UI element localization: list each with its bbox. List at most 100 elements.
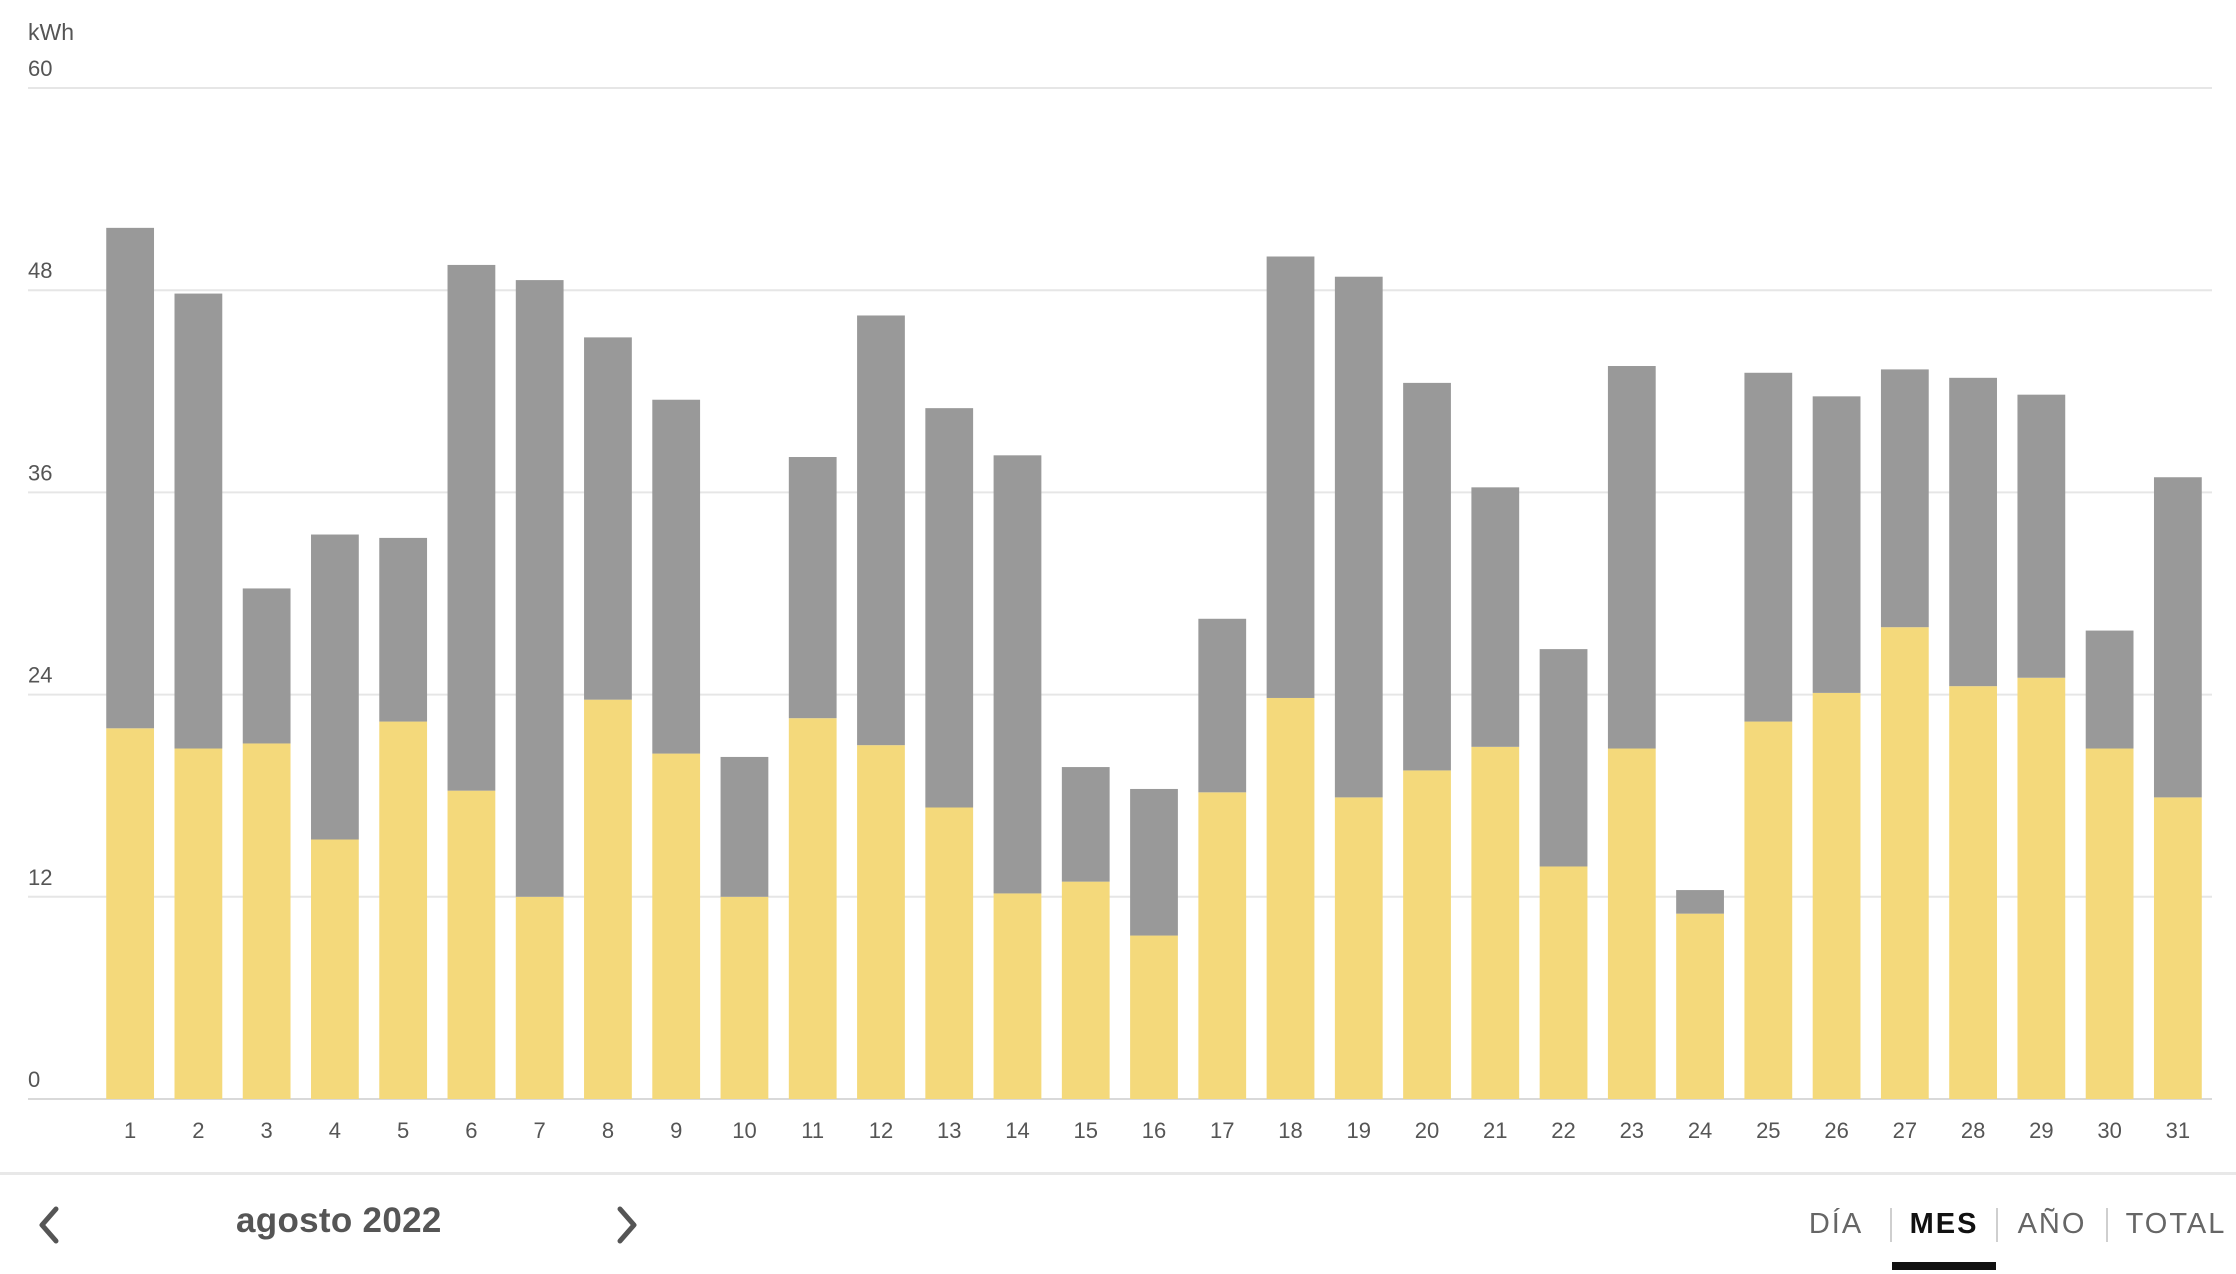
tab-divider: [2106, 1207, 2108, 1242]
tab-month[interactable]: MES: [1892, 1175, 1996, 1274]
tab-divider: [1890, 1207, 1892, 1242]
y-tick-label: 48: [28, 258, 52, 283]
x-tick-label: 24: [1688, 1118, 1712, 1143]
bar-segment-gray[interactable]: [720, 756, 769, 897]
bar-segment-yellow[interactable]: [174, 748, 223, 1099]
bar-segment-yellow[interactable]: [1607, 748, 1656, 1099]
bar-segment-gray[interactable]: [1812, 396, 1861, 693]
x-tick-label: 12: [869, 1118, 893, 1143]
bar-segment-gray[interactable]: [993, 455, 1042, 894]
bar-segment-gray[interactable]: [242, 588, 291, 744]
y-unit-label: kWh: [28, 19, 74, 45]
bar-segment-gray[interactable]: [106, 227, 155, 729]
x-tick-label: 21: [1483, 1118, 1507, 1143]
bar-segment-gray[interactable]: [1266, 256, 1315, 698]
bar-segment-gray[interactable]: [584, 337, 632, 700]
x-tick-label: 9: [670, 1118, 682, 1143]
bar-segment-gray[interactable]: [174, 293, 223, 749]
bar-segment-gray[interactable]: [2085, 630, 2134, 749]
x-tick-label: 29: [2029, 1118, 2053, 1143]
bar-segment-yellow[interactable]: [1334, 797, 1383, 1099]
previous-period-button[interactable]: [22, 1197, 78, 1253]
bar-segment-gray[interactable]: [379, 537, 428, 722]
bar-segment-yellow[interactable]: [720, 896, 769, 1099]
bar-segment-yellow[interactable]: [1539, 866, 1588, 1099]
x-tick-label: 26: [1824, 1118, 1848, 1143]
bar-segment-gray[interactable]: [2017, 394, 2066, 678]
bar-segment-yellow[interactable]: [1403, 770, 1451, 1099]
bar-segment-yellow[interactable]: [447, 790, 496, 1099]
bar-segment-yellow[interactable]: [925, 807, 974, 1100]
bar-segment-gray[interactable]: [1403, 382, 1451, 771]
bar-segment-gray[interactable]: [1676, 890, 1724, 914]
x-tick-label: 30: [2097, 1118, 2121, 1143]
bar-segment-yellow[interactable]: [993, 893, 1042, 1099]
bar-segment-gray[interactable]: [1130, 788, 1178, 936]
bar-segment-yellow[interactable]: [379, 721, 428, 1099]
y-tick-label: 24: [28, 663, 52, 688]
x-tick-label: 28: [1961, 1118, 1985, 1143]
bar-segment-gray[interactable]: [1471, 487, 1520, 747]
bar-segment-gray[interactable]: [1607, 366, 1656, 749]
bar-segment-gray[interactable]: [1744, 372, 1793, 722]
tab-total[interactable]: TOTAL: [2125, 1208, 2227, 1240]
bar-segment-yellow[interactable]: [2017, 677, 2066, 1099]
bar-segment-yellow[interactable]: [242, 743, 291, 1099]
x-tick-label: 7: [534, 1118, 546, 1143]
y-tick-label: 36: [28, 460, 52, 485]
x-tick-label: 20: [1415, 1118, 1439, 1143]
bar-segment-yellow[interactable]: [1880, 627, 1929, 1099]
bars-layer: [106, 227, 2202, 1100]
tab-divider: [1996, 1207, 1998, 1242]
bar-segment-gray[interactable]: [1949, 377, 1997, 687]
bar-segment-yellow[interactable]: [1266, 697, 1315, 1099]
x-tick-label: 2: [192, 1118, 204, 1143]
x-tick-label: 6: [465, 1118, 477, 1143]
x-tick-label: 25: [1756, 1118, 1780, 1143]
bar-segment-yellow[interactable]: [1744, 721, 1793, 1099]
x-tick-label: 23: [1620, 1118, 1644, 1143]
bar-segment-yellow[interactable]: [1061, 881, 1110, 1099]
bar-segment-gray[interactable]: [1880, 369, 1929, 628]
bar-segment-gray[interactable]: [2153, 477, 2202, 798]
bar-segment-yellow[interactable]: [1198, 792, 1247, 1099]
bar-segment-yellow[interactable]: [788, 718, 837, 1099]
bar-segment-yellow[interactable]: [584, 699, 632, 1099]
bar-segment-yellow[interactable]: [515, 896, 564, 1099]
y-tick-label: 0: [28, 1067, 40, 1092]
bar-segment-yellow[interactable]: [2153, 797, 2202, 1099]
bar-segment-gray[interactable]: [447, 264, 496, 791]
x-tick-label: 10: [732, 1118, 756, 1143]
bar-segment-yellow[interactable]: [1130, 935, 1178, 1099]
bar-segment-yellow[interactable]: [2085, 748, 2134, 1099]
bar-segment-gray[interactable]: [652, 399, 701, 754]
bar-segment-gray[interactable]: [788, 457, 837, 719]
bar-segment-yellow[interactable]: [1812, 692, 1861, 1099]
bar-segment-gray[interactable]: [1061, 767, 1110, 882]
bar-segment-gray[interactable]: [515, 280, 564, 897]
x-tick-label: 11: [801, 1118, 824, 1143]
bar-segment-yellow[interactable]: [1471, 746, 1520, 1099]
x-tick-label: 19: [1347, 1118, 1371, 1143]
x-tick-label: 8: [602, 1118, 614, 1143]
tab-year[interactable]: AÑO: [2017, 1208, 2087, 1240]
bar-segment-yellow[interactable]: [1949, 686, 1997, 1099]
bar-segment-gray[interactable]: [311, 534, 359, 840]
bar-segment-gray[interactable]: [1334, 276, 1383, 798]
tab-day[interactable]: DÍA: [1808, 1208, 1864, 1240]
next-period-button[interactable]: [598, 1197, 654, 1253]
bar-segment-gray[interactable]: [925, 408, 974, 808]
bar-segment-gray[interactable]: [1198, 618, 1247, 793]
bar-segment-yellow[interactable]: [652, 753, 701, 1099]
bar-segment-yellow[interactable]: [106, 728, 155, 1099]
bar-segment-yellow[interactable]: [311, 839, 359, 1099]
x-tick-label: 14: [1005, 1118, 1029, 1143]
bar-segment-yellow[interactable]: [1676, 913, 1724, 1099]
bar-segment-gray[interactable]: [857, 315, 905, 746]
bar-segment-yellow[interactable]: [857, 745, 905, 1099]
bar-segment-gray[interactable]: [1539, 649, 1588, 867]
x-tick-label: 1: [124, 1118, 136, 1143]
